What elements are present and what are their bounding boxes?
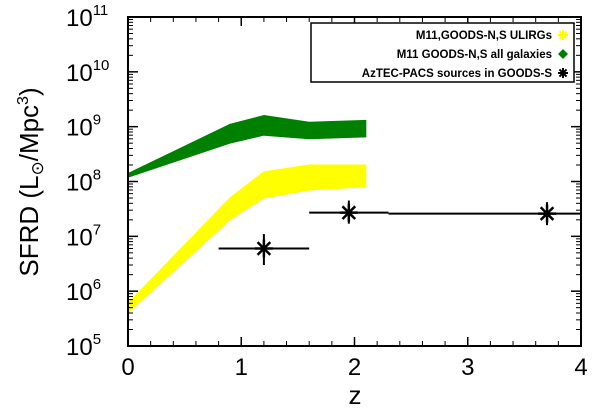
data-point bbox=[388, 202, 581, 226]
y-axis-title-sun: ⊙ bbox=[28, 161, 47, 175]
legend-diamond-marker bbox=[558, 49, 568, 59]
legend-star-marker-stroke bbox=[558, 30, 568, 40]
point-marker-stroke bbox=[256, 241, 272, 256]
y-tick-label: 105 bbox=[66, 331, 101, 361]
y-tick-label: 106 bbox=[66, 276, 101, 306]
legend: M11,GOODS-N,S ULIRGs M11 GOODS-N,S all ga… bbox=[310, 22, 575, 83]
point-marker bbox=[538, 204, 557, 223]
x-tick-label: 1 bbox=[235, 354, 248, 381]
data-point bbox=[309, 200, 389, 224]
x-tick-label: 2 bbox=[348, 354, 361, 381]
y-axis-title-mid: /Mpc bbox=[14, 105, 44, 161]
y-axis-title-prefix: SFRD (L bbox=[14, 176, 44, 277]
point-marker bbox=[254, 239, 273, 258]
ticks-layer: 0 1 2 3 4 105 106 107 108 109 1010 1011 bbox=[66, 2, 588, 381]
y-tick-label: 107 bbox=[66, 221, 101, 251]
y-axis-title-suffix: ) bbox=[14, 87, 44, 96]
data-point bbox=[218, 234, 310, 266]
points-layer bbox=[218, 200, 581, 266]
x-tick-label: 3 bbox=[461, 354, 474, 381]
y-tick-label: 109 bbox=[66, 112, 101, 142]
y-axis-title-sup: 3 bbox=[15, 96, 32, 105]
legend-star-marker bbox=[558, 30, 568, 40]
x-tick-label: 4 bbox=[574, 354, 587, 381]
legend-asterisk-marker bbox=[558, 68, 568, 78]
bands-layer bbox=[128, 114, 367, 314]
band-series-1 bbox=[128, 114, 367, 178]
x-axis-title: z bbox=[349, 380, 362, 410]
legend-label: AzTEC-PACS sources in GOODS-S bbox=[362, 68, 553, 80]
legend-asterisk-marker-stroke bbox=[558, 68, 568, 78]
point-marker bbox=[339, 203, 358, 222]
y-tick-label: 1011 bbox=[66, 2, 108, 32]
legend-label: M11 GOODS-N,S all galaxies bbox=[397, 49, 552, 61]
x-tick-label: 0 bbox=[121, 354, 134, 381]
y-tick-label: 108 bbox=[66, 167, 101, 197]
point-marker-stroke bbox=[539, 206, 555, 221]
point-marker-stroke bbox=[341, 205, 357, 220]
y-axis-title: SFRD (L⊙/Mpc3) bbox=[14, 87, 47, 276]
band-series-0 bbox=[128, 164, 367, 314]
legend-label: M11,GOODS-N,S ULIRGs bbox=[416, 30, 552, 42]
y-tick-label: 1010 bbox=[66, 57, 109, 87]
legend-box bbox=[310, 22, 575, 83]
